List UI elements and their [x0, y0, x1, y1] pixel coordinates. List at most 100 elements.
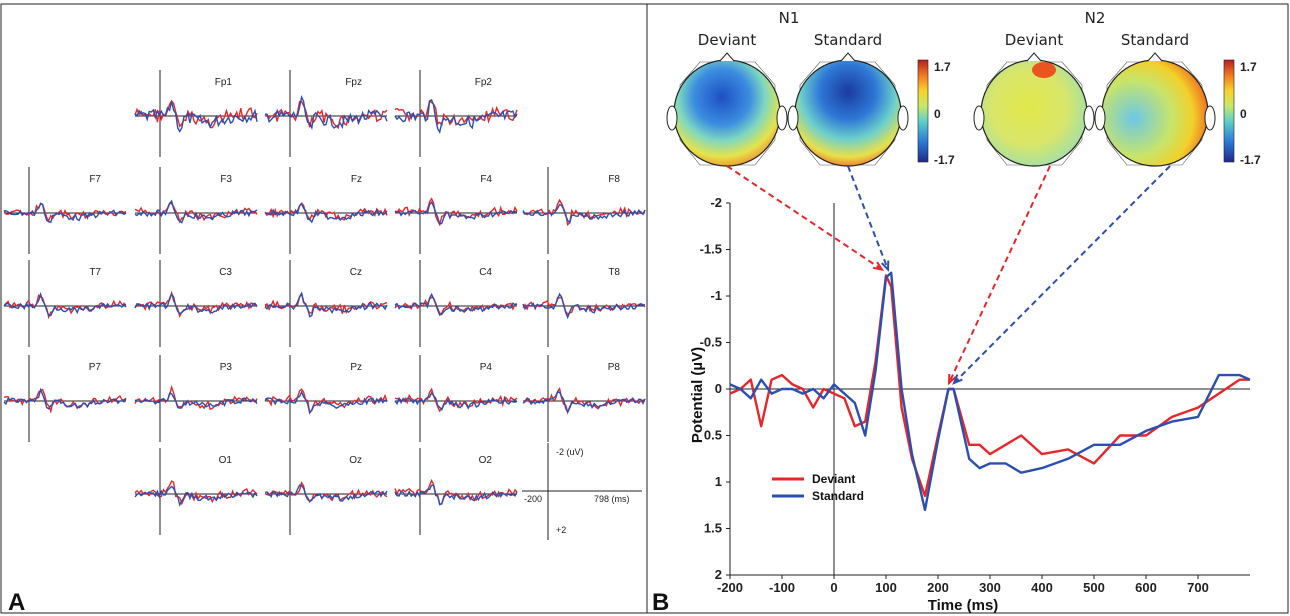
electrode-trace-deviant	[134, 99, 258, 129]
electrode-trace-standard	[394, 391, 518, 411]
electrode-label: C3	[219, 267, 232, 278]
electrode-trace-standard	[264, 390, 388, 415]
electrode-f7: F7	[3, 167, 127, 254]
electrode-o1: O1	[134, 448, 258, 535]
electrode-label: Cz	[350, 267, 362, 278]
electrode-label: F3	[220, 174, 232, 185]
electrode-p8: P8	[522, 355, 646, 442]
y-tick-label: 1.5	[704, 521, 722, 536]
legend-deviant-label: Deviant	[812, 472, 855, 486]
electrode-label: P3	[220, 362, 233, 373]
electrode-fp1: Fp1	[134, 70, 258, 157]
legend-standard-label: Standard	[812, 489, 864, 503]
electrode-label: T8	[608, 267, 620, 278]
electrode-trace-standard	[394, 292, 518, 316]
electrode-label: Fp2	[475, 77, 493, 88]
scale-right-label: 798 (ms)	[594, 494, 630, 504]
y-tick-label: 1	[715, 474, 722, 489]
electrode-trace-standard	[264, 484, 388, 504]
electrode-trace-standard	[3, 291, 127, 317]
electrode-label: Oz	[349, 455, 362, 466]
topomaps: N1 N2 Deviant Standard Deviant Standard	[666, 9, 1261, 167]
electrode-o2: O2	[394, 448, 518, 535]
y-tick-label: 0	[715, 381, 722, 396]
electrode-trace-deviant	[264, 100, 388, 130]
arrow-n2-standard-head	[952, 374, 963, 385]
x-tick-label: 200	[927, 580, 949, 595]
electrode-t7: T7	[3, 260, 127, 347]
electrode-p3: P3	[134, 355, 258, 442]
scale-bottom-label: +2	[556, 525, 566, 535]
panel-a-electrode-grid: Fp1 Fpz Fp2 F7 F3 Fz F4 F8 T7 C3 Cz C4 T8 P7 P3 Pz P4 P8 O…	[3, 70, 646, 535]
electrode-trace-standard	[522, 391, 646, 414]
colorbar-n2-mid: 0	[1240, 107, 1247, 121]
n2-deviant-label: Deviant	[1005, 31, 1064, 49]
electrode-f8: F8	[522, 167, 646, 254]
electrode-label: Pz	[350, 362, 362, 373]
electrode-label: Fp1	[215, 77, 233, 88]
x-tick-label: 700	[1187, 580, 1209, 595]
y-tick-label: -1.5	[700, 242, 722, 257]
electrode-label: O1	[219, 455, 233, 466]
y-tick-label: -2	[710, 195, 722, 210]
topomap-n1-standard	[787, 52, 909, 167]
legend: Deviant Standard	[772, 472, 864, 503]
arrow-n2-deviant-head	[947, 373, 957, 386]
electrode-label: T7	[89, 267, 101, 278]
electrode-trace-deviant	[394, 387, 518, 413]
colorbar-n1-mid: 0	[934, 107, 941, 121]
y-tick-label: -0.5	[700, 335, 722, 350]
electrode-label: P4	[480, 362, 493, 373]
x-tick-label: 400	[1031, 580, 1053, 595]
electrode-trace-standard	[134, 485, 258, 507]
x-axis-label: Time (ms)	[928, 597, 999, 614]
electrode-trace-standard	[395, 200, 518, 226]
electrode-label: F8	[608, 174, 620, 185]
electrode-trace-standard	[3, 202, 127, 224]
electrode-trace-standard	[264, 291, 388, 318]
electrode-p7: P7	[3, 355, 127, 442]
electrode-trace-deviant	[3, 388, 127, 414]
x-tick-label: -200	[717, 580, 743, 595]
n1-standard-label: Standard	[814, 31, 882, 49]
electrode-pz: Pz	[264, 355, 388, 442]
arrow-n2-deviant	[948, 165, 1051, 384]
arrow-n1-deviant	[726, 165, 883, 271]
electrode-trace-standard	[3, 387, 127, 410]
electrode-fz: Fz	[264, 167, 388, 254]
electrode-trace-standard	[394, 484, 518, 506]
electrode-label: O2	[479, 455, 493, 466]
scale-bar: -2 (uV) +2 -200 798 (ms)	[522, 443, 642, 540]
electrode-trace-standard	[522, 203, 646, 225]
electrode-trace-standard	[264, 202, 388, 224]
electrode-c3: C3	[134, 260, 258, 347]
electrode-fp2: Fp2	[394, 70, 518, 157]
y-tick-label: -1	[710, 288, 722, 303]
n2-standard-label: Standard	[1121, 31, 1189, 49]
electrode-label: Fz	[351, 174, 362, 185]
n2-title: N2	[1085, 9, 1106, 27]
panel-b-label: B	[652, 589, 669, 616]
electrode-trace-deviant	[264, 481, 388, 502]
y-axis-label: Potential (µV)	[689, 347, 706, 443]
n1-deviant-label: Deviant	[698, 31, 757, 49]
arrow-n1-standard	[847, 165, 889, 270]
colorbar-n2: 1.7 0 -1.7	[1223, 59, 1261, 167]
electrode-c4: C4	[394, 260, 518, 347]
colorbar-n1-max: 1.7	[934, 60, 951, 74]
topomap-n1-deviant	[666, 52, 788, 167]
electrode-trace-deviant	[522, 198, 646, 227]
colorbar-n2-max: 1.7	[1240, 60, 1257, 74]
electrode-label: F7	[89, 174, 101, 185]
n1-title: N1	[779, 9, 800, 27]
electrode-p4: P4	[394, 355, 518, 442]
electrode-f4: F4	[394, 167, 518, 254]
electrode-trace-deviant	[134, 480, 258, 506]
topomap-n2-deviant	[973, 52, 1095, 167]
electrode-trace-deviant	[134, 384, 258, 411]
y-tick-label: 2	[715, 567, 722, 582]
panel-b-frame	[646, 3, 1289, 614]
colorbar-n1: 1.7 0 -1.7	[917, 59, 955, 167]
series-line-standard	[729, 271, 1251, 512]
electrode-trace-deviant	[265, 388, 388, 415]
